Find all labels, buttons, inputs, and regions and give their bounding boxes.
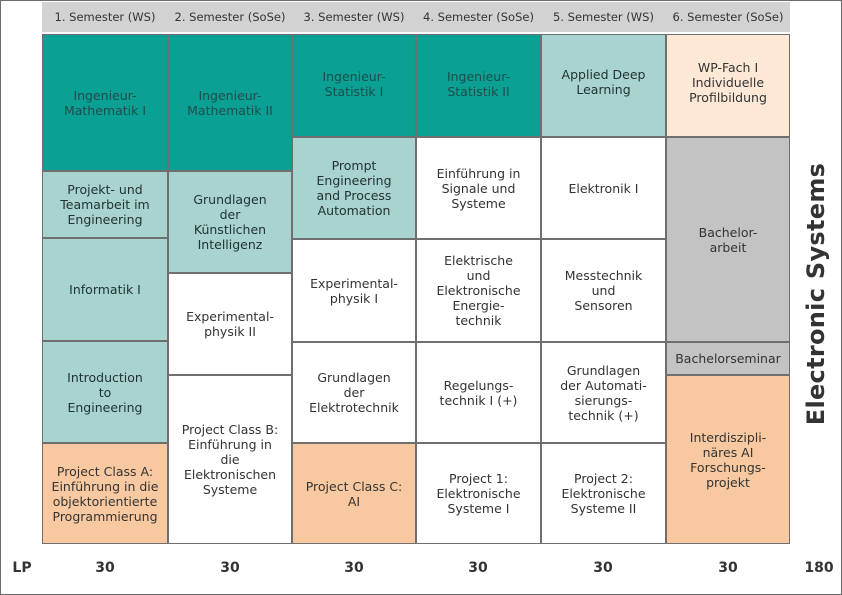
semester-header-1: 1. Semester (WS) — [42, 2, 168, 32]
lp-value-4: 30 — [468, 560, 488, 576]
module-bachelorseminar: Bachelorseminar — [666, 342, 790, 375]
semester-header-6: 6. Semester (SoSe) — [666, 2, 790, 32]
module-informatik-1: Informatik I — [42, 238, 168, 341]
lp-value-5: 30 — [593, 560, 613, 576]
module-elektronik-1: Elektronik I — [541, 137, 666, 239]
module-messtechnik-sensoren: Messtechnik und Sensoren — [541, 239, 666, 342]
module-automatisierungstechnik: Grundlagen der Automati- sierungs- techn… — [541, 342, 666, 443]
module-regelungstechnik-1: Regelungs- technik I (+) — [416, 342, 541, 443]
module-ingenieur-statistik-2: Ingenieur- Statistik II — [416, 34, 541, 137]
semester-header-5: 5. Semester (WS) — [541, 2, 666, 32]
module-applied-deep-learning: Applied Deep Learning — [541, 34, 666, 137]
lp-total: 180 — [804, 560, 834, 576]
lp-value-6: 30 — [718, 560, 738, 576]
module-bachelorarbeit: Bachelor- arbeit — [666, 137, 790, 342]
module-signale-systeme: Einführung in Signale und Systeme — [416, 137, 541, 239]
module-project-class-c: Project Class C: AI — [292, 443, 416, 544]
program-title-text: Electronic Systems — [802, 162, 830, 426]
module-project-2: Project 2: Elektronische Systeme II — [541, 443, 666, 544]
module-ingenieur-mathematik-1: Ingenieur- Mathematik I — [42, 34, 168, 171]
semester-header-3: 3. Semester (WS) — [292, 2, 416, 32]
lp-value-2: 30 — [220, 560, 240, 576]
module-energietechnik: Elektrische und Elektronische Energie- t… — [416, 239, 541, 342]
module-projekt-teamarbeit: Projekt- und Teamarbeit im Engineering — [42, 171, 168, 238]
module-grundlagen-ki: Grundlagen der Künstlichen Intelligenz — [168, 171, 292, 273]
lp-label: LP — [12, 560, 32, 576]
module-project-class-a: Project Class A: Einführung in die objek… — [42, 443, 168, 544]
semester-header-4: 4. Semester (SoSe) — [416, 2, 541, 32]
lp-value-1: 30 — [95, 560, 115, 576]
module-experimentalphysik-2: Experimental- physik II — [168, 273, 292, 375]
module-experimentalphysik-1: Experimental- physik I — [292, 239, 416, 342]
module-introduction-engineering: Introduction to Engineering — [42, 341, 168, 443]
semester-header-2: 2. Semester (SoSe) — [168, 2, 292, 32]
module-project-class-b: Project Class B: Einführung in die Elekt… — [168, 375, 292, 544]
module-wp-fach-1: WP-Fach I Individuelle Profilbildung — [666, 34, 790, 137]
module-ingenieur-mathematik-2: Ingenieur- Mathematik II — [168, 34, 292, 171]
module-interdisziplinaeres-ai-projekt: Interdiszipli- näres AI Forschungs- proj… — [666, 375, 790, 544]
lp-value-3: 30 — [344, 560, 364, 576]
module-ingenieur-statistik-1: Ingenieur- Statistik I — [292, 34, 416, 137]
module-project-1: Project 1: Elektronische Systeme I — [416, 443, 541, 544]
module-prompt-engineering: Prompt Engineering and Process Automatio… — [292, 137, 416, 239]
module-grundlagen-elektrotechnik: Grundlagen der Elektrotechnik — [292, 342, 416, 443]
